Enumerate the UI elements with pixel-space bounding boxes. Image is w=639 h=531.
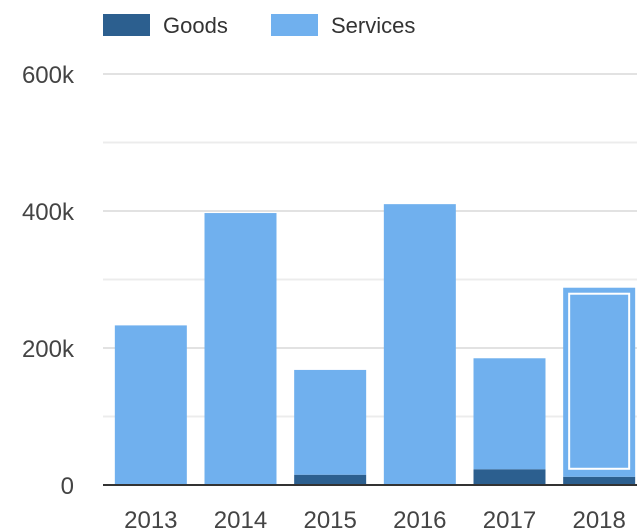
y-tick-label: 0 (61, 473, 74, 500)
bar-services-2016[interactable] (383, 204, 456, 485)
x-tick-label: 2015 (303, 507, 356, 531)
bar-services-2018[interactable] (563, 287, 636, 477)
bar-goods-2015[interactable] (294, 474, 367, 485)
legend-label: Goods (163, 13, 228, 38)
bar-goods-2018[interactable] (563, 476, 636, 485)
legend-label: Services (331, 13, 415, 38)
bar-services-2013[interactable] (114, 325, 187, 485)
x-tick-label: 2018 (572, 507, 625, 531)
x-tick-label: 2014 (214, 507, 267, 531)
y-tick-label: 200k (22, 336, 75, 363)
y-tick-label: 600k (22, 62, 75, 89)
legend-swatch (103, 14, 150, 36)
x-tick-label: 2017 (483, 507, 536, 531)
bars (114, 204, 636, 485)
x-tick-label: 2013 (124, 507, 177, 531)
bar-goods-2017[interactable] (473, 469, 546, 485)
bar-services-2015[interactable] (294, 369, 367, 475)
legend-item-services[interactable]: Services (271, 13, 415, 38)
bar-highlight-outline (568, 292, 631, 470)
gridlines (103, 73, 637, 418)
legend-item-goods[interactable]: Goods (103, 13, 228, 38)
x-axis: 2013 2014 2015 2016 2017 2018 (103, 484, 637, 531)
y-tick-label: 400k (22, 199, 75, 226)
legend: Goods Services (103, 13, 415, 38)
legend-swatch (271, 14, 318, 36)
y-axis: 0 200k 400k 600k (22, 62, 75, 500)
bar-services-2017[interactable] (473, 358, 546, 470)
x-tick-label: 2016 (393, 507, 446, 531)
bar-services-2014[interactable] (204, 213, 277, 485)
